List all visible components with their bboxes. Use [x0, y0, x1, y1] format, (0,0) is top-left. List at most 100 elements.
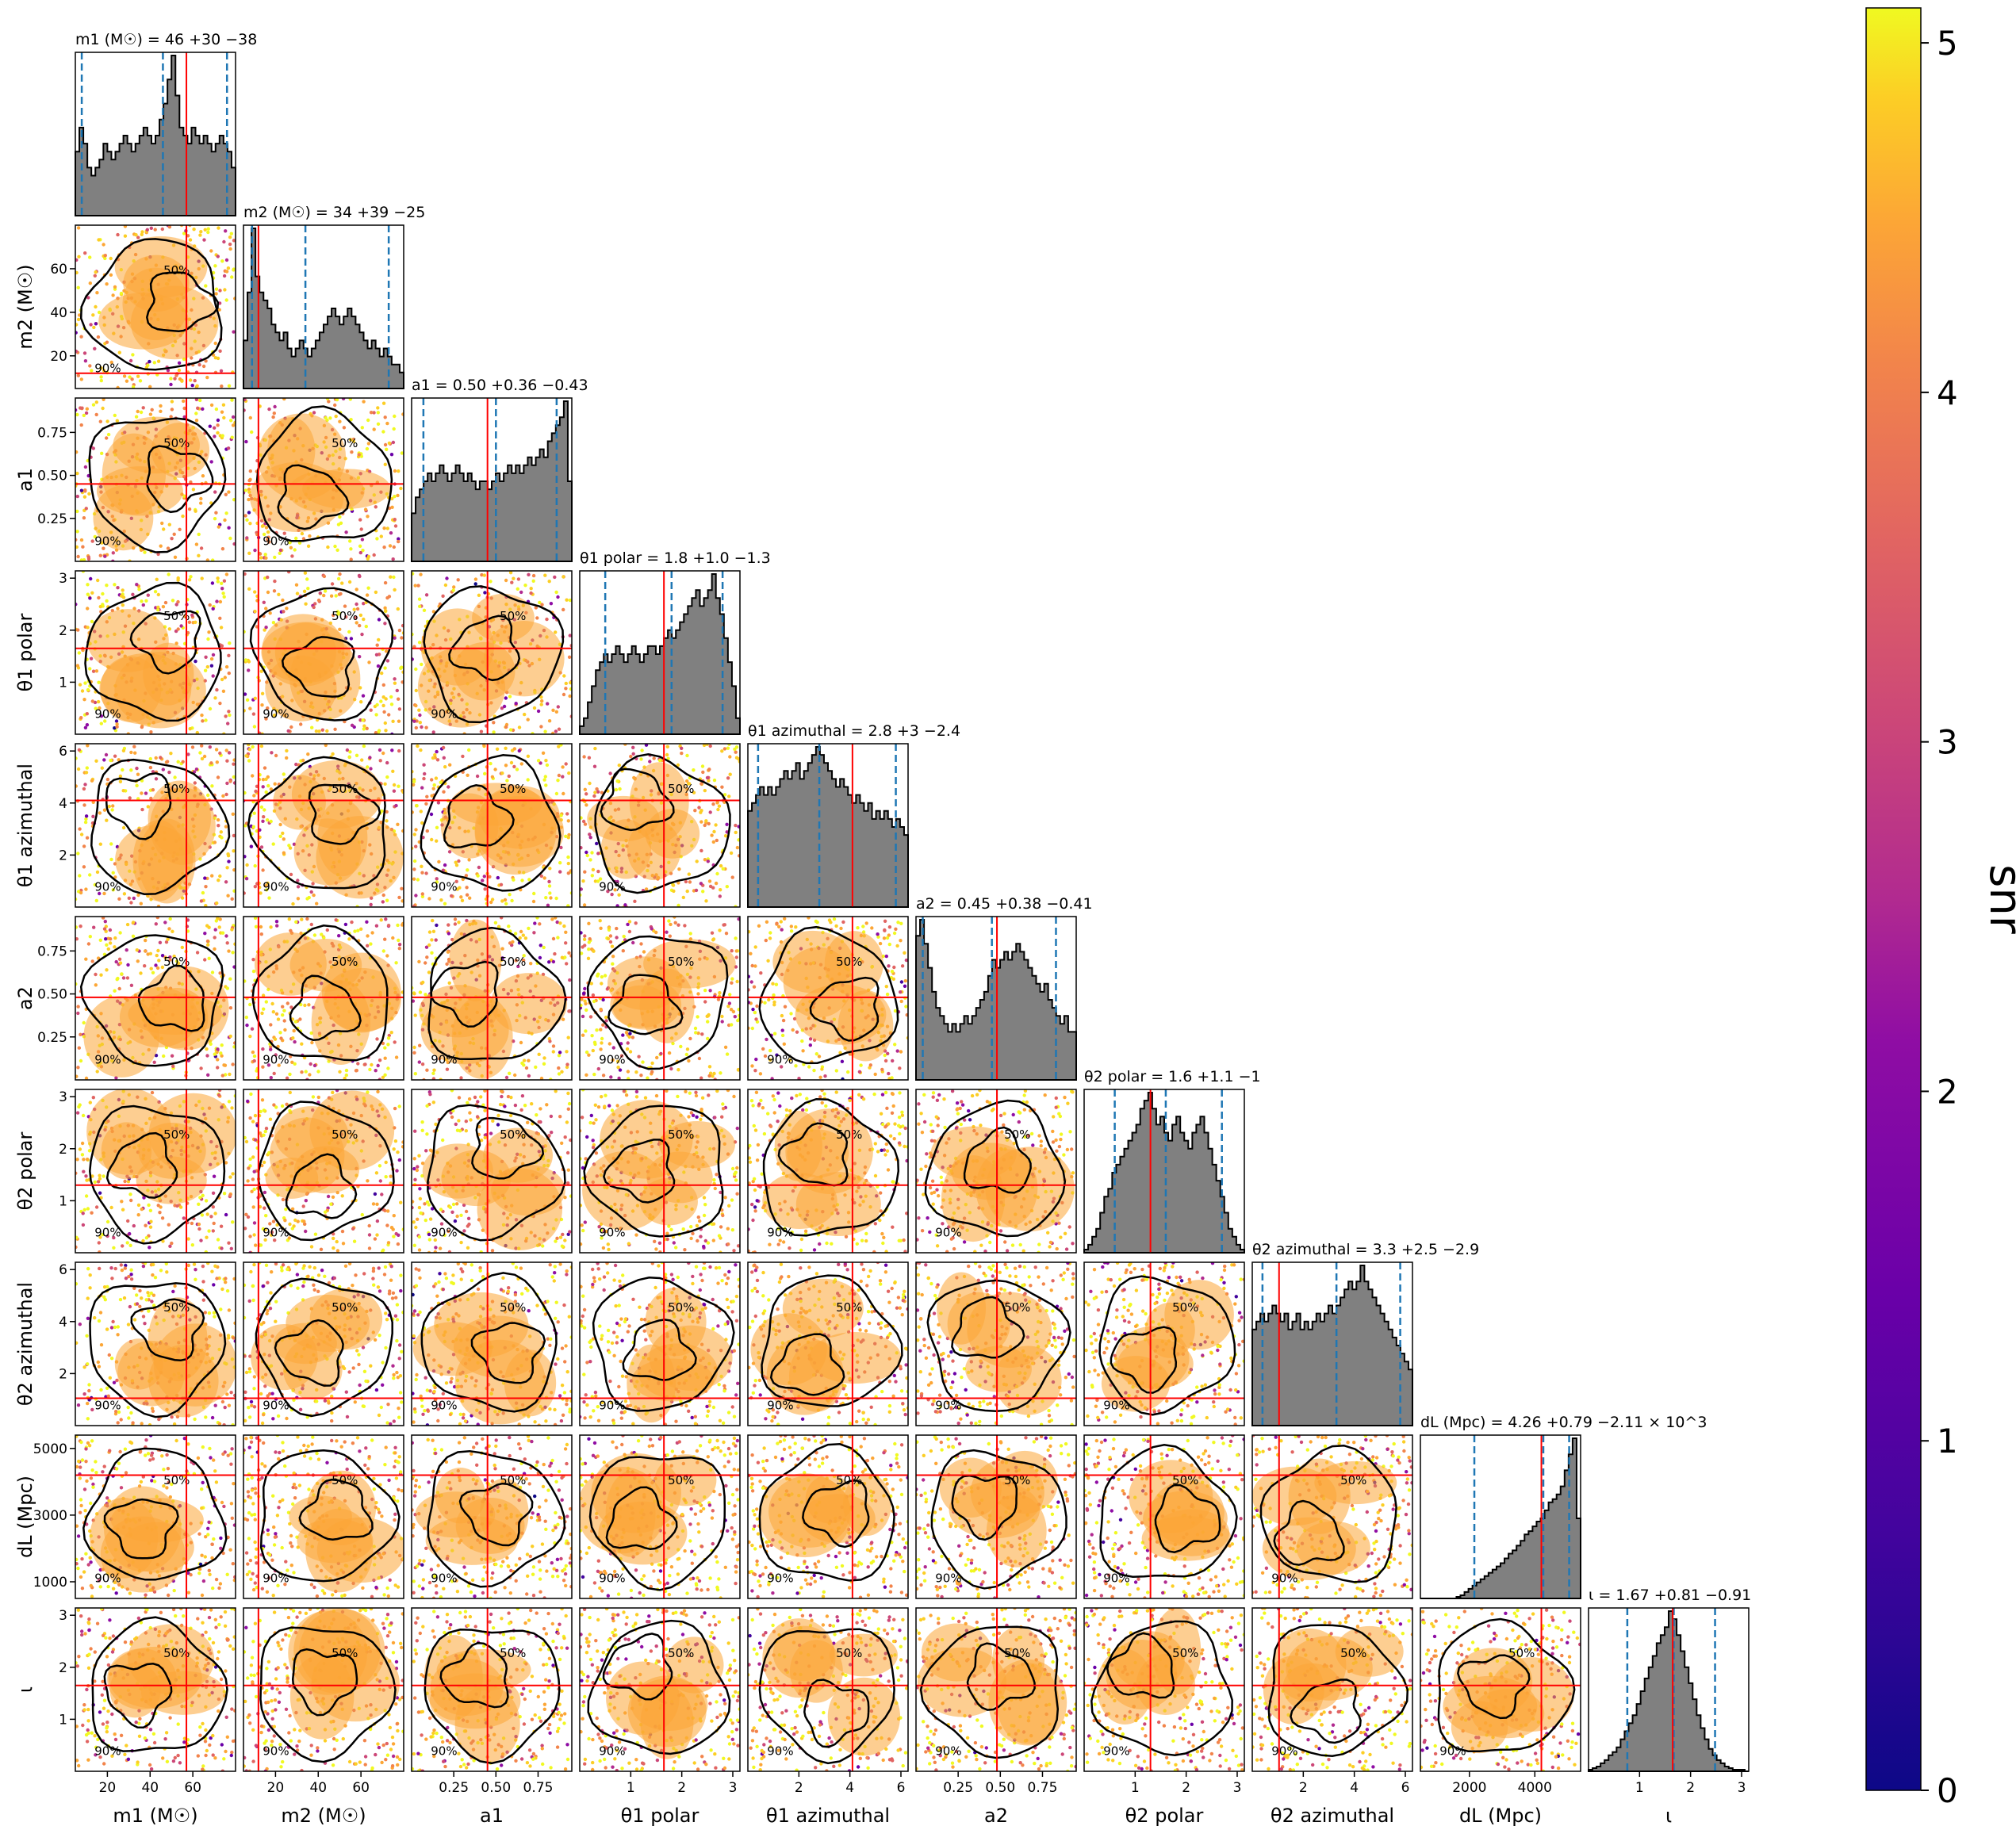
scatter-point — [140, 725, 144, 729]
scatter-point — [186, 1237, 190, 1241]
scatter-point — [606, 936, 611, 941]
scatter-point — [437, 859, 441, 864]
scatter-point — [887, 925, 892, 929]
scatter-point — [414, 703, 418, 708]
scatter-point — [224, 1161, 228, 1165]
scatter-point — [391, 936, 395, 940]
scatter-point — [76, 1066, 80, 1070]
scatter-point — [730, 977, 734, 981]
scatter-point — [386, 924, 391, 928]
scatter-point — [113, 583, 117, 587]
scatter-point — [727, 794, 731, 798]
scatter-point — [93, 882, 98, 887]
scatter-point — [374, 924, 379, 928]
scatter-point — [218, 289, 222, 293]
scatter-point — [537, 1052, 541, 1057]
contour-label-90: 90% — [94, 706, 121, 721]
scatter-point — [266, 590, 270, 595]
scatter-point — [354, 615, 358, 620]
histogram-t1p — [579, 573, 741, 735]
scatter-point — [504, 764, 508, 768]
scatter-point — [343, 604, 347, 608]
contour-90 — [247, 756, 386, 890]
scatter-point — [227, 859, 231, 863]
scatter-point — [392, 545, 396, 549]
scatter-point — [324, 415, 328, 420]
scatter-point — [351, 439, 356, 443]
scatter-point — [227, 653, 231, 657]
scatter-point — [99, 722, 103, 725]
scatter-point — [386, 1043, 390, 1047]
scatter-point — [312, 411, 316, 415]
scatter-point — [375, 643, 379, 647]
scatter-point — [694, 1031, 698, 1035]
scatter-point — [262, 600, 266, 604]
scatter-point — [105, 340, 109, 344]
scatter-point — [215, 901, 219, 905]
scatter-point — [514, 702, 518, 706]
scatter-point — [75, 530, 79, 534]
scatter-point — [86, 583, 90, 587]
scatter-point — [893, 1043, 897, 1047]
scatter-point — [561, 575, 565, 579]
scatter-point — [542, 778, 546, 782]
scatter-point — [720, 1020, 724, 1024]
scatter-point — [541, 751, 546, 755]
scatter-point — [493, 921, 498, 925]
scatter-point — [861, 924, 865, 928]
scatter-point — [195, 384, 199, 388]
scatter-point — [672, 889, 676, 894]
scatter-point — [224, 229, 228, 233]
scatter-point — [166, 937, 170, 941]
scatter-point — [512, 764, 516, 769]
scatter-point — [140, 807, 144, 812]
contour-90 — [251, 924, 389, 1062]
scatter-point — [379, 918, 383, 922]
scatter-point — [105, 584, 109, 588]
scatter-point — [269, 787, 273, 791]
scatter-point — [569, 687, 572, 691]
scatter-point — [92, 925, 96, 929]
scatter-point — [758, 1072, 763, 1076]
scatter-point — [232, 833, 236, 838]
scatter-point — [584, 1008, 588, 1013]
scatter-point — [883, 1053, 887, 1058]
scatter-point — [269, 1076, 273, 1080]
panel-a2-vs-a1: 50%90% — [411, 916, 573, 1081]
scatter-point — [148, 359, 151, 364]
scatter-point — [750, 963, 754, 968]
scatter-point — [903, 984, 907, 989]
scatter-point — [564, 681, 568, 686]
scatter-point — [369, 902, 373, 907]
contour-label-90: 90% — [599, 1052, 625, 1066]
scatter-point — [795, 1030, 799, 1034]
scatter-point — [208, 745, 212, 749]
scatter-point — [423, 771, 427, 776]
scatter-point — [846, 1070, 850, 1074]
scatter-point — [789, 929, 794, 933]
scatter-point — [216, 1047, 220, 1051]
scatter-point — [148, 765, 153, 770]
scatter-point — [141, 1238, 145, 1243]
scatter-point — [559, 744, 563, 747]
scatter-point — [115, 419, 119, 423]
scatter-point — [558, 1051, 562, 1055]
scatter-point — [89, 323, 93, 327]
scatter-point — [266, 530, 270, 534]
scatter-point — [349, 547, 353, 551]
scatter-point — [152, 361, 156, 365]
scatter-point — [565, 812, 569, 816]
scatter-point — [665, 745, 669, 748]
scatter-point — [159, 404, 163, 408]
scatter-point — [510, 580, 514, 584]
scatter-point — [344, 614, 348, 619]
scatter-point — [505, 779, 509, 783]
scatter-point — [397, 537, 401, 541]
scatter-point — [383, 782, 387, 786]
scatter-point — [231, 423, 236, 427]
scatter-point — [699, 882, 703, 886]
scatter-point — [76, 317, 81, 322]
scatter-point — [194, 398, 199, 402]
scatter-point — [544, 759, 548, 763]
